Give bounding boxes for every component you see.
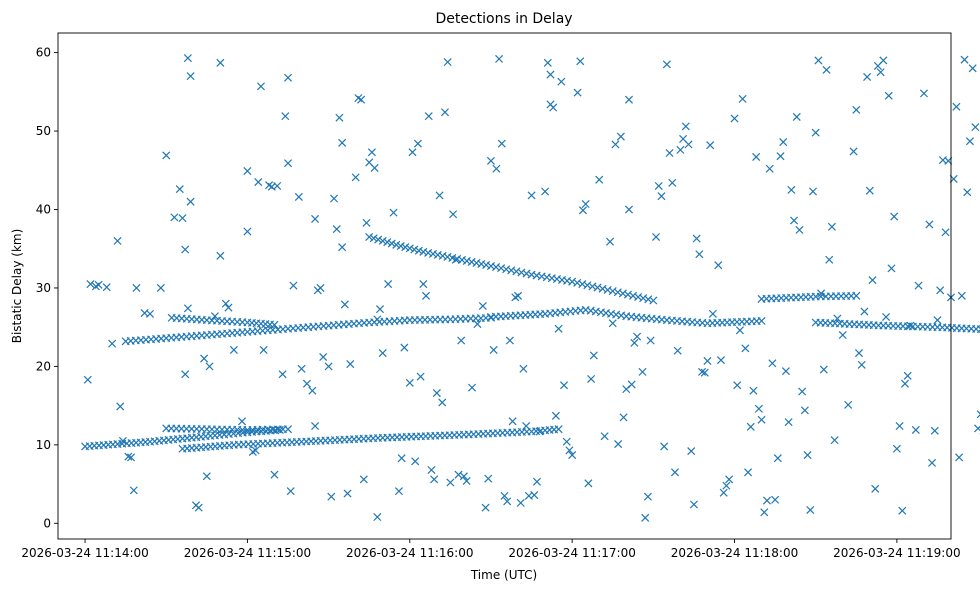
- x-tick-label: 2026-03-24 11:15:00: [184, 546, 311, 560]
- y-tick-label: 40: [36, 203, 51, 217]
- x-axis-label: Time (UTC): [470, 568, 537, 582]
- y-tick-label: 0: [43, 516, 51, 530]
- y-tick-label: 60: [36, 46, 51, 60]
- y-axis-label: Bistatic Delay (km): [10, 229, 24, 344]
- x-tick-label: 2026-03-24 11:18:00: [671, 546, 798, 560]
- y-tick-label: 50: [36, 124, 51, 138]
- y-tick-label: 20: [36, 359, 51, 373]
- x-tick-label: 2026-03-24 11:16:00: [346, 546, 473, 560]
- x-tick-label: 2026-03-24 11:14:00: [21, 546, 148, 560]
- y-tick-label: 10: [36, 438, 51, 452]
- chart-title: Detections in Delay: [435, 11, 572, 27]
- x-tick-label: 2026-03-24 11:17:00: [508, 546, 635, 560]
- x-tick-label: 2026-03-24 11:19:00: [833, 546, 960, 560]
- y-tick-label: 30: [36, 281, 51, 295]
